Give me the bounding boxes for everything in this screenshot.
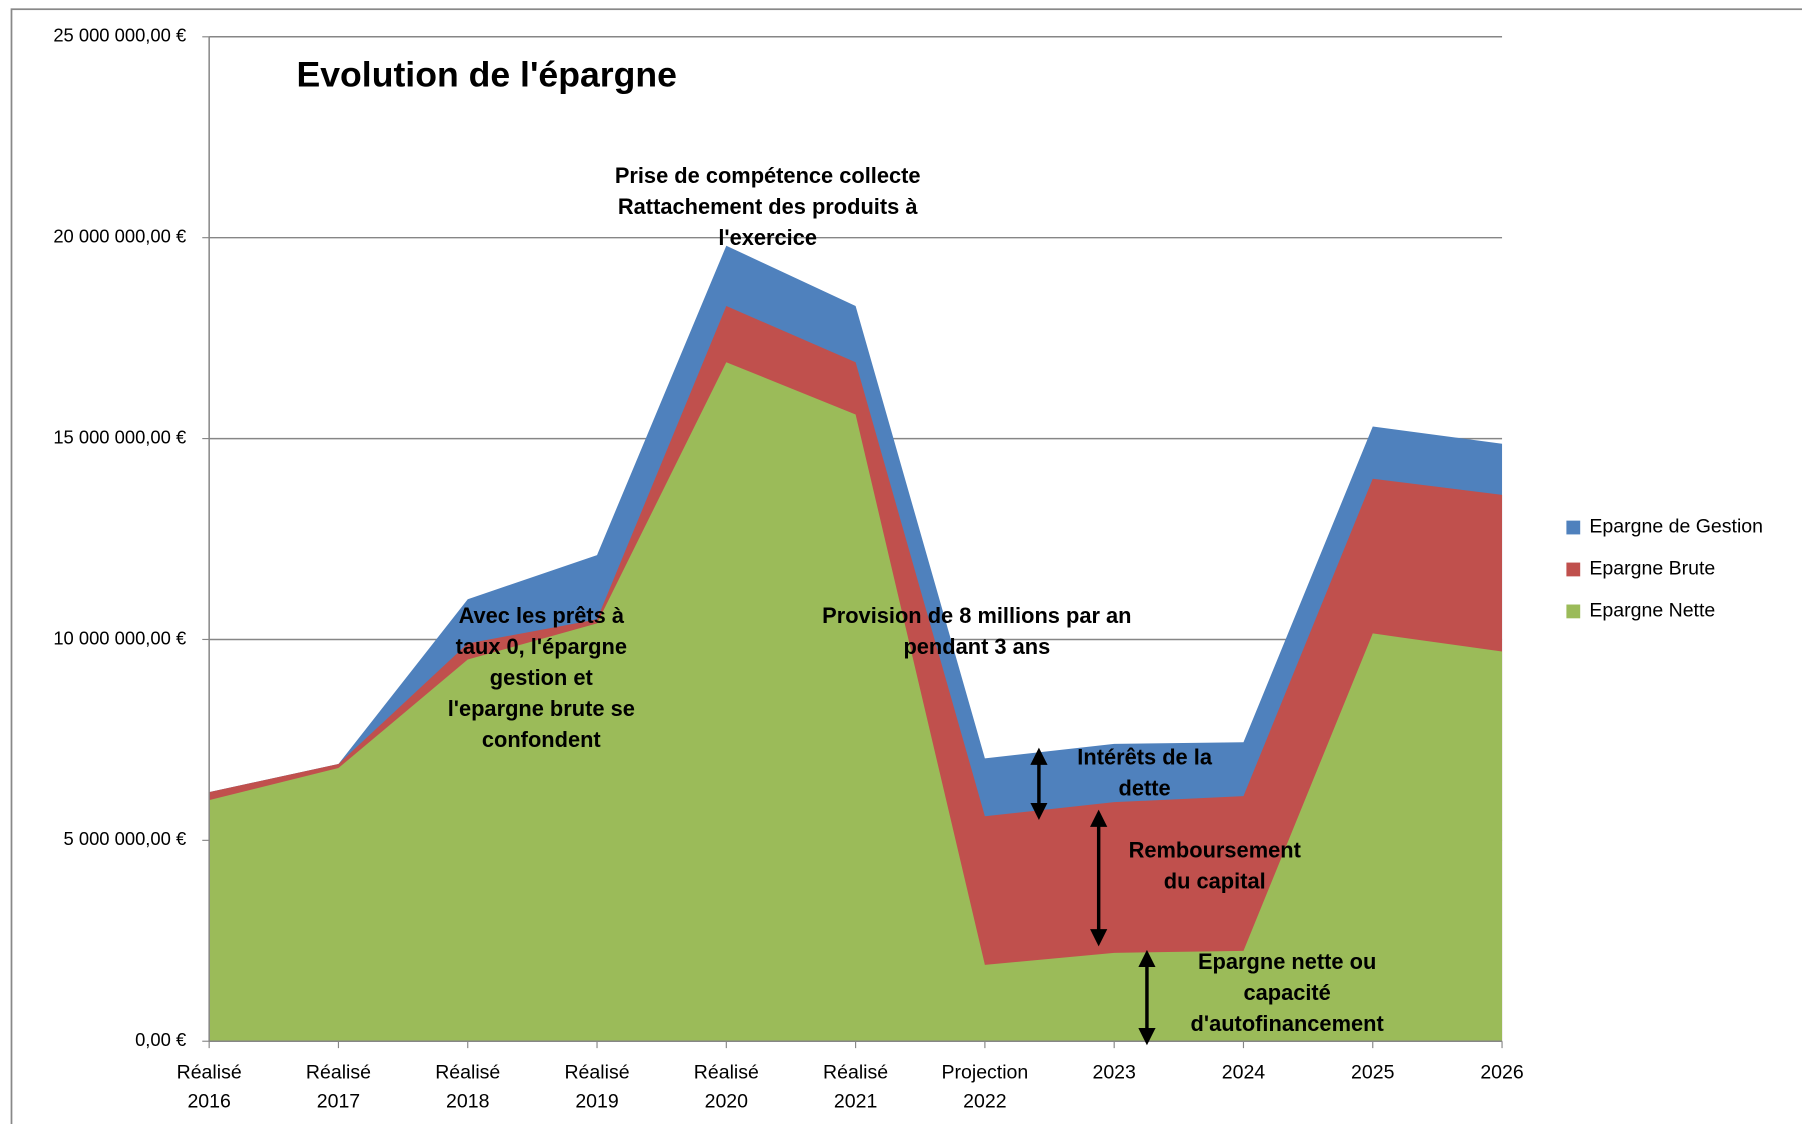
x-tick-label: 2023 [1092,1062,1135,1084]
x-tick-label: 2019 [575,1090,618,1112]
x-tick-label: Réalisé [564,1062,629,1084]
annotation: taux 0, l'épargne [456,634,627,659]
legend-label: Epargne Brute [1589,558,1715,580]
x-tick-label: Réalisé [823,1062,888,1084]
x-tick-label: Réalisé [694,1062,759,1084]
x-tick-label: 2017 [317,1090,360,1112]
y-tick-label: 25 000 000,00 € [53,25,186,46]
y-tick-label: 15 000 000,00 € [53,426,186,447]
annotation: d'autofinancement [1191,1011,1384,1036]
y-tick-label: 20 000 000,00 € [53,226,186,247]
area [209,362,1503,1042]
annotation: Avec les prêts à [459,603,625,628]
x-tick-label: 2016 [187,1090,230,1112]
y-tick-label: 0,00 € [135,1029,186,1050]
x-tick-label: 2022 [963,1090,1006,1112]
legend: Epargne de Gestion Epargne Brute Epargne N… [1566,516,1763,622]
x-tick-label: Réalisé [435,1062,500,1084]
legend-swatch [1566,604,1581,619]
arrows [1030,747,1156,1046]
x-tick-label: 2026 [1480,1062,1523,1084]
legend-label: Epargne de Gestion [1589,516,1763,538]
chart-title: Evolution de l'épargne [297,54,677,94]
legend-swatch [1566,520,1581,535]
x-tick-label: 2025 [1351,1062,1395,1084]
x-tick-label: Projection [941,1062,1028,1084]
x-tick-label: 2024 [1222,1062,1266,1084]
annotation: du capital [1164,868,1266,893]
y-tick-label: 5 000 000,00 € [64,828,187,849]
annotation: pendant 3 ans [903,634,1050,659]
y-tick-label: 10 000 000,00 € [53,627,186,648]
annotation: l'exercice [718,225,817,250]
annotation: Prise de compétence collecte [615,163,921,188]
x-tick-label: Réalisé [306,1062,371,1084]
x-tick-label: 2021 [834,1090,877,1112]
legend-label: Epargne Nette [1589,600,1715,622]
x-tick-label: 2020 [705,1090,749,1112]
annotation: Epargne nette ou [1198,949,1376,974]
annotation: confondent [482,727,601,752]
annotations: Prise de compétence collecte Rattachement… [448,163,1384,1036]
legend-swatch [1566,562,1581,577]
annotation: dette [1119,775,1171,800]
annotation: Rattachement des produits à [618,194,918,219]
areas [209,245,1503,1042]
x-tick-label: 2018 [446,1090,489,1112]
annotation: gestion et [490,665,593,690]
axes: 0,00 € 5 000 000,00 € 10 000 000,00 € 15 00… [53,25,1523,1113]
annotation: Intérêts de la [1077,744,1213,769]
annotation: Remboursement [1129,837,1301,862]
annotation: Provision de 8 millions par an [822,603,1131,628]
chart-frame [10,8,1802,1124]
x-tick-label: Réalisé [177,1062,242,1084]
annotation: l'epargne brute se [448,696,635,721]
annotation: capacité [1243,980,1330,1005]
